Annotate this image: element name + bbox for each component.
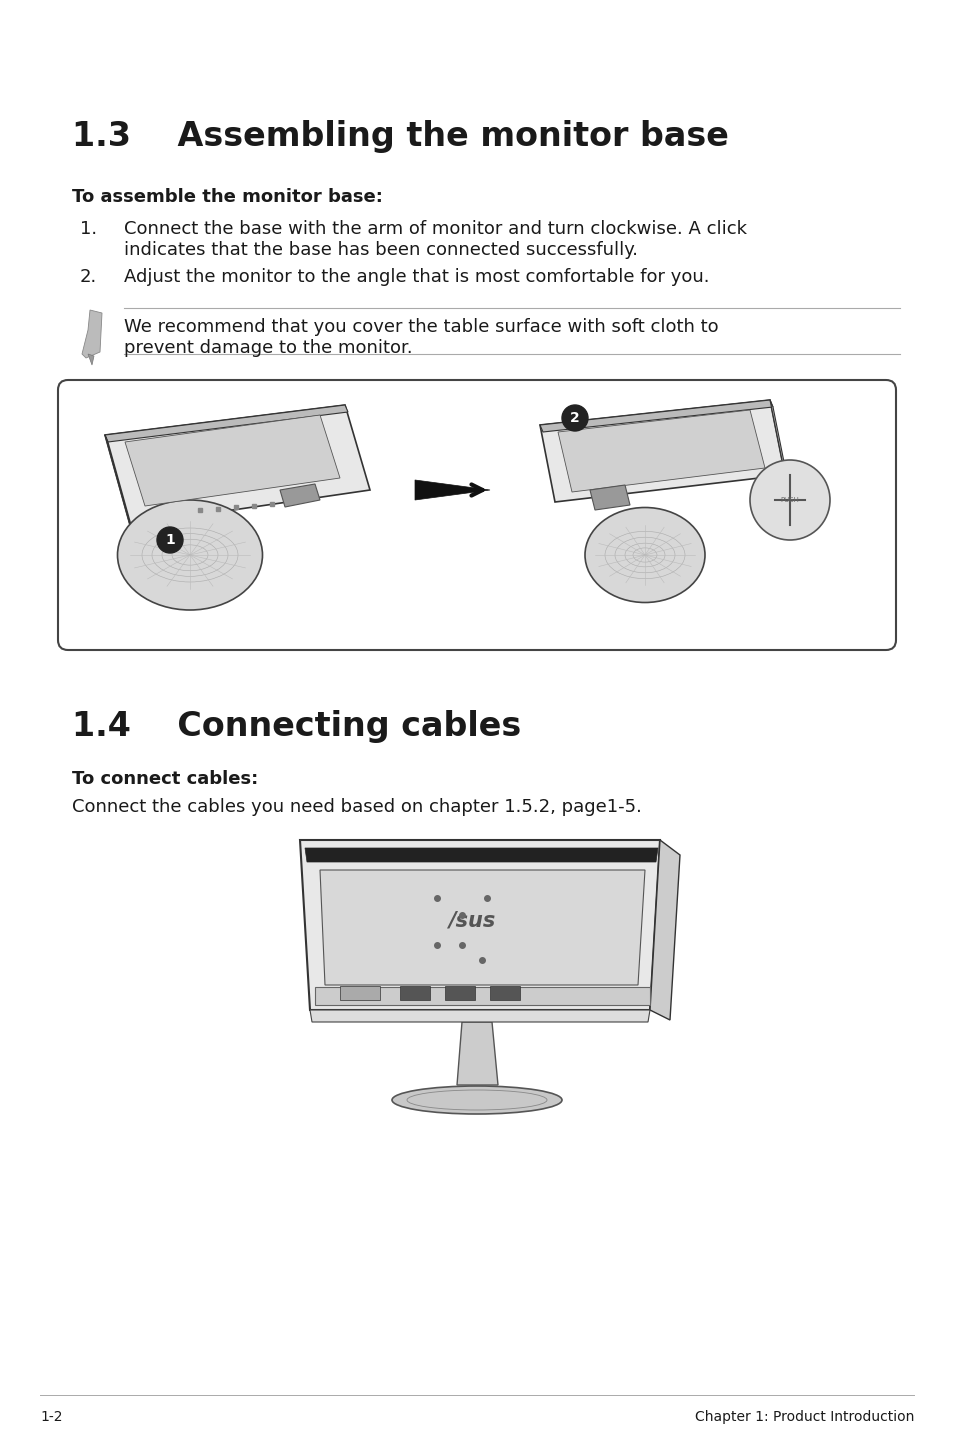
Polygon shape [558,410,764,492]
Polygon shape [105,436,132,532]
Text: 1.4    Connecting cables: 1.4 Connecting cables [71,710,520,743]
Polygon shape [82,311,102,358]
Polygon shape [310,1009,649,1022]
Polygon shape [88,354,94,365]
Text: 1: 1 [165,533,174,546]
Polygon shape [319,870,644,985]
Circle shape [157,526,183,554]
Polygon shape [299,840,659,1009]
Bar [339,986,379,999]
Text: 1-2: 1-2 [40,1411,63,1424]
Text: 2.: 2. [80,267,97,286]
Polygon shape [589,485,629,510]
Ellipse shape [392,1086,561,1114]
Polygon shape [105,406,370,525]
Text: Chapter 1: Product Introduction: Chapter 1: Product Introduction [694,1411,913,1424]
Text: Adjust the monitor to the angle that is most comfortable for you.: Adjust the monitor to the angle that is … [124,267,709,286]
Text: 2: 2 [570,411,579,426]
Circle shape [561,406,587,431]
Polygon shape [456,1022,497,1086]
Polygon shape [125,416,339,506]
Text: PUSH: PUSH [780,498,799,503]
Text: To assemble the monitor base:: To assemble the monitor base: [71,188,382,206]
Text: 1.: 1. [80,220,97,239]
Bar [444,986,475,999]
Text: /sus: /sus [448,910,496,930]
Polygon shape [769,400,787,482]
Text: We recommend that you cover the table surface with soft cloth to
prevent damage : We recommend that you cover the table su… [124,318,718,357]
Polygon shape [280,485,319,508]
Polygon shape [649,840,679,1020]
Ellipse shape [117,500,262,610]
Polygon shape [539,400,784,502]
Polygon shape [415,480,490,500]
Ellipse shape [749,460,829,541]
Polygon shape [539,400,772,431]
Text: To connect cables:: To connect cables: [71,769,258,788]
Text: Connect the cables you need based on chapter 1.5.2, page1-5.: Connect the cables you need based on cha… [71,798,641,815]
Text: 1.3    Assembling the monitor base: 1.3 Assembling the monitor base [71,119,728,152]
Polygon shape [305,848,658,861]
Polygon shape [105,406,348,441]
Bar [314,986,649,1005]
Text: Connect the base with the arm of monitor and turn clockwise. A click
indicates t: Connect the base with the arm of monitor… [124,220,746,259]
Ellipse shape [584,508,704,603]
Bar [399,986,430,999]
Bar [490,986,519,999]
FancyBboxPatch shape [58,380,895,650]
